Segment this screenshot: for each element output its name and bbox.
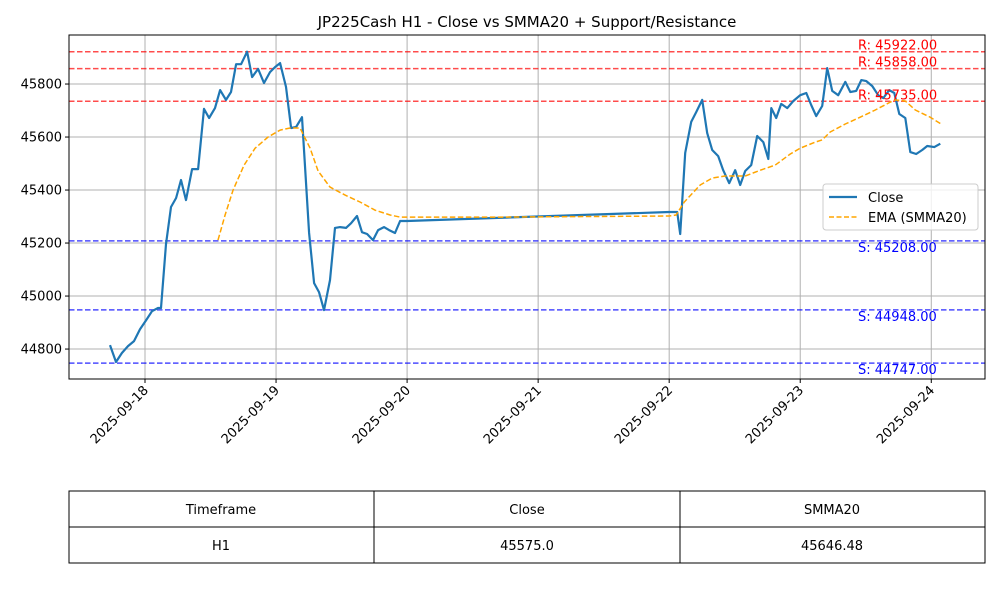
- resistance-level-label: R: 45922.00: [858, 39, 937, 54]
- series-lines: [108, 50, 943, 364]
- x-axis: 2025-09-18 2025-09-19 2025-09-20 2025-09-21…: [88, 379, 938, 447]
- x-tick-label: 2025-09-24: [874, 383, 938, 447]
- y-tick-label: 45200: [21, 237, 62, 252]
- close-line: [108, 50, 941, 364]
- legend-close-label: Close: [868, 191, 903, 206]
- table-header-smma20: SMMA20: [804, 503, 860, 518]
- x-tick-label: 2025-09-20: [350, 383, 414, 447]
- y-tick-label: 44800: [21, 343, 62, 358]
- support-level-label: S: 45208.00: [858, 241, 937, 256]
- legend-box: [822, 183, 979, 231]
- grid: [69, 35, 985, 379]
- legend: Close EMA (SMMA20): [822, 183, 979, 231]
- plot-frame: [68, 34, 986, 380]
- table-header-close: Close: [509, 503, 544, 518]
- table-cell-close: 45575.0: [500, 539, 554, 554]
- y-tick-label: 45800: [21, 78, 62, 93]
- resistance-level-label: R: 45735.00: [858, 88, 937, 103]
- table-cell-timeframe: H1: [212, 539, 230, 554]
- level-labels: R: 45922.00 R: 45858.00 R: 45735.00 S: 4520…: [858, 39, 937, 378]
- summary-table: Timeframe Close SMMA20 H1 45575.0 45646.…: [68, 490, 986, 564]
- support-level-label: S: 44747.00: [858, 363, 937, 378]
- table-header-timeframe: Timeframe: [185, 503, 256, 518]
- y-tick-label: 45000: [21, 290, 62, 305]
- support-resistance-levels: [69, 50, 985, 364]
- x-tick-label: 2025-09-19: [219, 383, 283, 447]
- y-tick-label: 45600: [21, 131, 62, 146]
- x-tick-label: 2025-09-23: [743, 383, 807, 447]
- x-tick-label: 2025-09-18: [88, 383, 152, 447]
- resistance-level-label: R: 45858.00: [858, 56, 937, 71]
- y-axis: 44800 45000 45200 45400 45600 45800: [21, 78, 69, 358]
- x-tick-label: 2025-09-22: [612, 383, 676, 447]
- legend-ema-label: EMA (SMMA20): [868, 211, 967, 226]
- support-level-label: S: 44948.00: [858, 310, 937, 325]
- table-cell-smma20: 45646.48: [801, 539, 863, 554]
- smma20-line: [217, 99, 943, 241]
- x-tick-label: 2025-09-21: [481, 383, 545, 447]
- y-tick-label: 45400: [21, 184, 62, 199]
- chart-title: JP225Cash H1 - Close vs SMMA20 + Support…: [317, 13, 737, 31]
